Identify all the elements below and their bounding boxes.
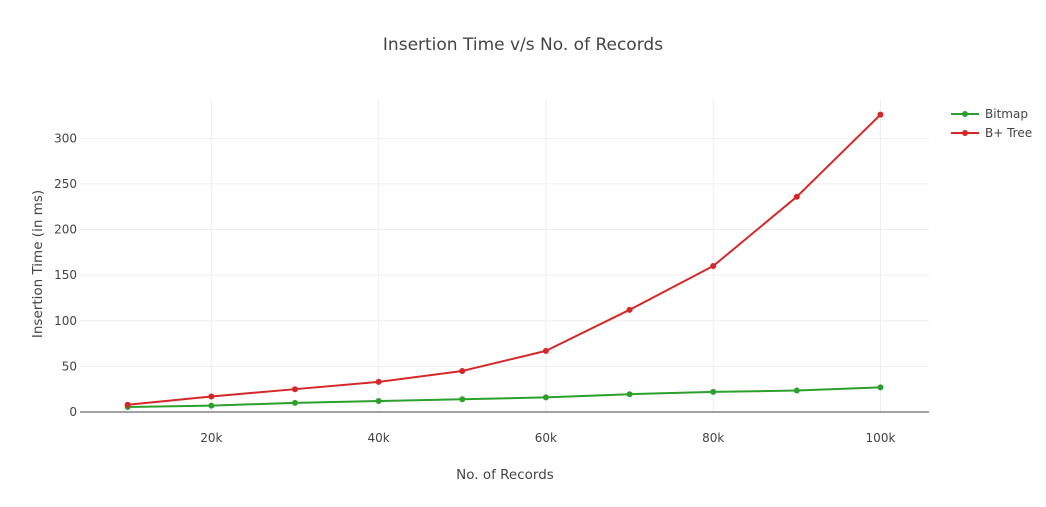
y-axis-title: Insertion Time (in ms) — [30, 190, 46, 338]
data-point-bitmap — [877, 384, 884, 391]
data-point-bitmap — [626, 391, 633, 398]
grid-layer — [80, 100, 929, 413]
series-layer — [124, 111, 884, 410]
data-point-bitmap — [208, 402, 215, 409]
legend[interactable]: Bitmap B+ Tree — [951, 107, 1032, 140]
axis-layer: 20k 40k 60k 80k 100k 0 50 100 150 200 250 300 — [54, 131, 895, 445]
series-line-bitmap — [127, 386, 881, 408]
data-point-b-tree — [375, 378, 382, 385]
x-tick-label: 40k — [368, 431, 390, 445]
legend-marker-b-tree — [962, 130, 968, 136]
data-point-b-tree — [124, 401, 131, 408]
data-point-bitmap — [291, 399, 298, 406]
data-point-b-tree — [542, 347, 549, 354]
data-point-b-tree — [877, 111, 884, 118]
x-tick-label: 100k — [866, 431, 896, 445]
y-tick-label: 300 — [54, 131, 77, 145]
data-point-b-tree — [793, 193, 800, 200]
chart-title: Insertion Time v/s No. of Records — [383, 35, 663, 55]
data-point-bitmap — [710, 388, 717, 395]
data-point-b-tree — [459, 367, 466, 374]
y-tick-label: 50 — [62, 359, 77, 373]
data-point-bitmap — [542, 394, 549, 401]
data-point-bitmap — [459, 396, 466, 403]
series-line-b-tree — [127, 113, 882, 406]
x-tick-label: 20k — [200, 431, 222, 445]
data-point-b-tree — [626, 306, 633, 313]
x-tick-label: 60k — [535, 431, 557, 445]
data-point-b-tree — [291, 386, 298, 393]
legend-label-bitmap: Bitmap — [985, 107, 1028, 121]
y-tick-label: 100 — [54, 314, 77, 328]
legend-marker-bitmap — [962, 111, 968, 117]
y-tick-label: 150 — [54, 268, 77, 282]
y-tick-label: 0 — [69, 405, 77, 419]
data-point-bitmap — [375, 398, 382, 405]
data-point-bitmap — [793, 387, 800, 394]
y-tick-label: 250 — [54, 177, 77, 191]
x-tick-label: 80k — [702, 431, 724, 445]
legend-item-bitmap[interactable]: Bitmap — [951, 107, 1028, 121]
data-point-b-tree — [208, 393, 215, 400]
legend-item-b-tree[interactable]: B+ Tree — [951, 126, 1032, 140]
y-tick-label: 200 — [54, 223, 77, 237]
legend-label-b-tree: B+ Tree — [985, 126, 1032, 140]
data-point-b-tree — [710, 263, 717, 270]
x-axis-title: No. of Records — [456, 467, 554, 483]
